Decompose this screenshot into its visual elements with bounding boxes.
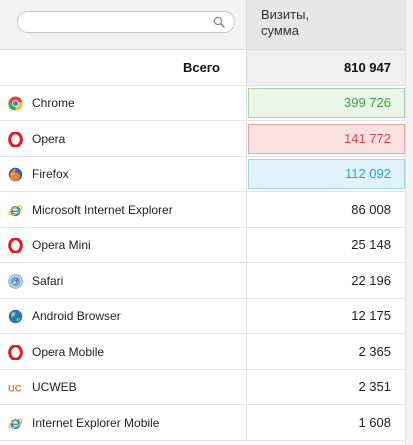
visits-value-cell: 22 196 xyxy=(246,263,405,298)
browser-name-cell[interactable]: UC UCWEB xyxy=(0,370,246,404)
safari-icon xyxy=(8,273,23,289)
browser-name: Opera xyxy=(32,131,66,146)
visits-value: 141 772 xyxy=(344,130,391,146)
opera-icon xyxy=(8,343,23,361)
table-header: Визиты, сумма xyxy=(0,0,405,50)
highlighted-value-box: 141 772 xyxy=(248,123,405,154)
visits-value-cell: 86 008 xyxy=(246,192,405,227)
visits-value: 2 351 xyxy=(358,379,391,394)
table-row[interactable]: Opera Mini 25 148 xyxy=(0,228,405,263)
visits-value-cell: 1 608 xyxy=(246,405,405,440)
table-row[interactable]: Microsoft Internet Explorer 86 008 xyxy=(0,192,405,228)
visits-value-cell: 112 092 xyxy=(246,157,405,191)
scrollbar-track[interactable] xyxy=(405,0,413,445)
internet-explorer-icon xyxy=(8,203,23,218)
internet-explorer-icon xyxy=(8,416,23,431)
browser-name: Safari xyxy=(32,273,64,288)
browser-name-cell[interactable]: Firefox xyxy=(0,157,246,191)
highlighted-value-box: 112 092 xyxy=(248,159,405,189)
table-row[interactable]: UC UCWEB 2 351 xyxy=(0,370,405,405)
total-value: 810 947 xyxy=(344,60,391,75)
total-label-cell: Всего xyxy=(0,50,246,85)
table-row[interactable]: Opera Mobile 2 365 xyxy=(0,334,405,370)
opera-icon xyxy=(8,130,23,148)
chrome-icon xyxy=(8,96,23,111)
opera-icon xyxy=(8,237,23,254)
table-row[interactable]: Firefox 112 092 xyxy=(0,157,405,192)
browser-name-cell[interactable]: Opera Mobile xyxy=(0,335,246,369)
table-row[interactable]: Android Browser 12 175 xyxy=(0,299,405,334)
browser-name: Opera Mini xyxy=(32,238,91,252)
search-input[interactable] xyxy=(17,11,235,33)
visits-value: 25 148 xyxy=(351,237,391,252)
browser-name-cell[interactable]: Android Browser xyxy=(0,299,246,333)
visits-value: 2 365 xyxy=(358,343,391,359)
browser-name-cell[interactable]: Opera Mini xyxy=(0,228,246,262)
visits-value-cell: 2 365 xyxy=(246,334,405,369)
table-row[interactable]: Chrome 399 726 xyxy=(0,86,405,121)
visits-value-cell: 399 726 xyxy=(246,86,405,120)
highlighted-value-box: 399 726 xyxy=(248,88,405,118)
visits-value: 12 175 xyxy=(351,308,391,323)
visits-column-title: Визиты, сумма xyxy=(261,7,310,38)
visits-value-cell: 12 175 xyxy=(246,299,405,333)
browser-name: UCWEB xyxy=(32,380,77,394)
browser-name: Opera Mobile xyxy=(32,344,105,359)
browser-name-cell[interactable]: Internet Explorer Mobile xyxy=(0,406,246,440)
visits-value-cell: 25 148 xyxy=(246,228,405,262)
browser-name: Android Browser xyxy=(32,309,121,323)
visits-value-cell: 2 351 xyxy=(246,370,405,404)
browser-name-cell[interactable]: Chrome xyxy=(0,86,246,120)
header-search-cell xyxy=(0,0,246,49)
visits-value: 86 008 xyxy=(351,201,391,217)
browser-name-cell[interactable]: Safari xyxy=(0,264,246,298)
visits-value: 22 196 xyxy=(351,272,391,288)
browser-name: Chrome xyxy=(32,96,75,110)
browser-name: Internet Explorer Mobile xyxy=(32,415,160,430)
svg-text:UC: UC xyxy=(8,384,22,394)
visits-value-cell: 141 772 xyxy=(246,121,405,156)
browser-name: Microsoft Internet Explorer xyxy=(32,202,173,217)
visits-value: 1 608 xyxy=(358,414,391,430)
table-row[interactable]: Safari 22 196 xyxy=(0,263,405,299)
browser-name: Firefox xyxy=(32,167,69,181)
total-label: Всего xyxy=(182,60,220,75)
browser-name-cell[interactable]: Opera xyxy=(0,122,246,156)
android-browser-icon xyxy=(8,309,23,324)
total-value-cell: 810 947 xyxy=(246,50,405,85)
visits-column-header[interactable]: Визиты, сумма xyxy=(246,0,405,49)
visits-value: 399 726 xyxy=(344,95,391,110)
browser-name-cell[interactable]: Microsoft Internet Explorer xyxy=(0,193,246,227)
table-row[interactable]: Internet Explorer Mobile 1 608 xyxy=(0,405,405,441)
ucweb-icon: UC xyxy=(8,380,23,395)
search-icon[interactable] xyxy=(213,16,225,28)
visits-value: 112 092 xyxy=(344,166,391,181)
total-row: Всего 810 947 xyxy=(0,50,405,86)
table-row[interactable]: Opera 141 772 xyxy=(0,121,405,157)
firefox-icon xyxy=(8,167,23,182)
